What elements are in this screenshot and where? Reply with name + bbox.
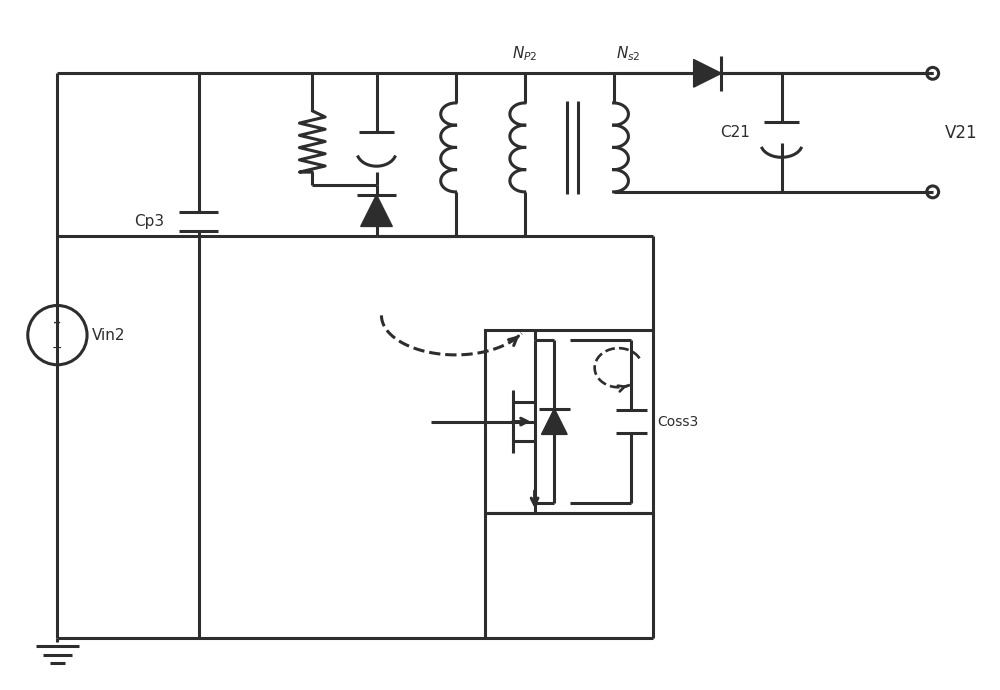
Text: V21: V21 — [945, 124, 977, 141]
Text: Coss3: Coss3 — [657, 415, 698, 428]
Text: +: + — [53, 318, 61, 328]
Polygon shape — [541, 408, 567, 435]
Polygon shape — [694, 59, 721, 87]
Text: −: − — [52, 342, 63, 355]
Text: C21: C21 — [720, 125, 750, 140]
Text: Cp3: Cp3 — [134, 214, 165, 229]
Text: Vin2: Vin2 — [92, 328, 125, 343]
Bar — [485, 331, 653, 513]
Text: $N_{s2}$: $N_{s2}$ — [616, 45, 641, 63]
Text: $N_{P2}$: $N_{P2}$ — [512, 45, 537, 63]
Polygon shape — [361, 195, 392, 226]
